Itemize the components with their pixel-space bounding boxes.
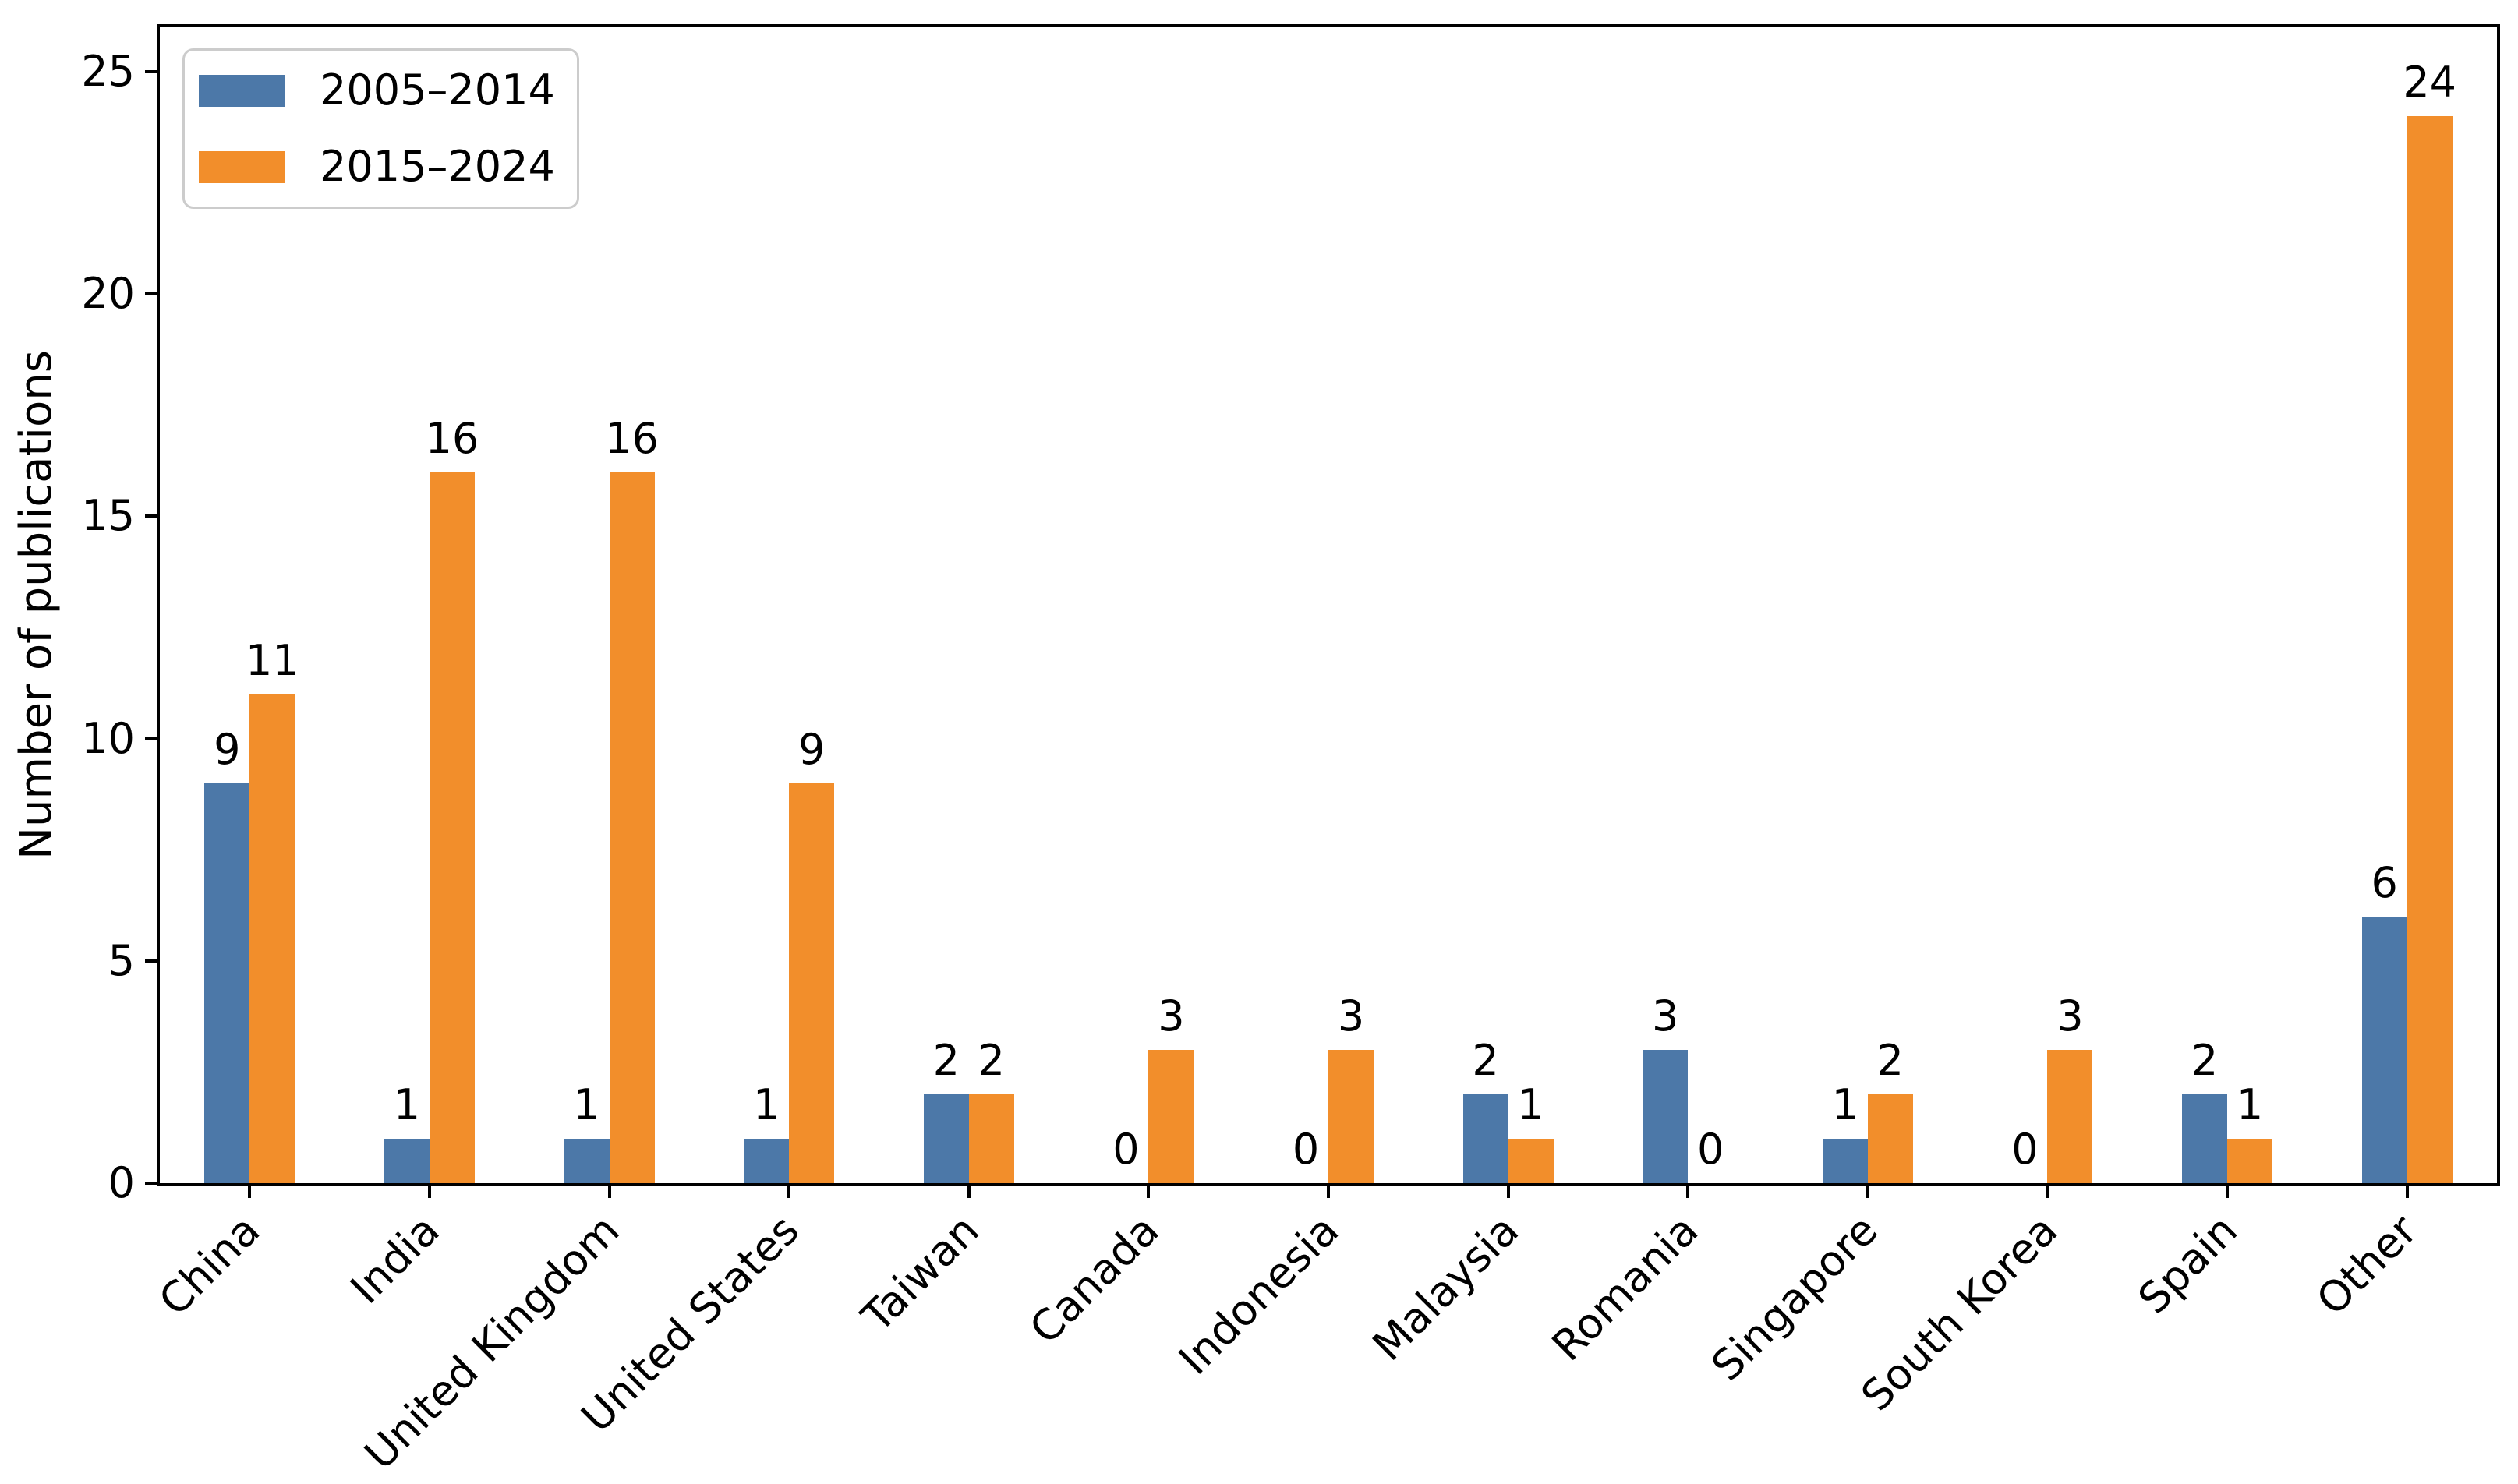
y-tick-label: 25 <box>81 47 135 97</box>
bar-value-label: 2 <box>2191 1036 2219 1086</box>
bar-2005–2014-China <box>204 783 250 1183</box>
legend-swatch-2005-2014 <box>199 74 285 107</box>
bar-2015–2024-India <box>429 472 475 1183</box>
x-tick-mark <box>1147 1186 1151 1198</box>
y-tick-label: 10 <box>81 713 135 763</box>
bar-value-label: 0 <box>1112 1125 1140 1175</box>
bar-2005–2014-Malaysia <box>1462 1094 1508 1183</box>
bar-value-label: 1 <box>752 1080 780 1130</box>
x-tick-mark <box>2405 1186 2409 1198</box>
bar-value-label: 6 <box>2371 858 2398 908</box>
y-tick-mark <box>145 70 157 74</box>
bar-value-label: 2 <box>932 1036 960 1086</box>
bar-value-label: 16 <box>425 413 479 463</box>
bar-2005–2014-United States <box>744 1138 790 1183</box>
bar-2005–2014-Taiwan <box>923 1094 969 1183</box>
y-tick-label: 15 <box>81 491 135 541</box>
x-tick-label: China <box>149 1205 270 1326</box>
y-tick-mark <box>145 292 157 296</box>
x-tick-label: Canada <box>1020 1205 1169 1354</box>
bar-value-label: 2 <box>1876 1036 1904 1086</box>
legend-label: 2015–2024 <box>320 142 555 191</box>
bar-2015–2024-Singapore <box>1867 1094 1913 1183</box>
bar-2015–2024-Indonesia <box>1328 1049 1374 1183</box>
y-tick-mark <box>145 737 157 740</box>
bar-2015–2024-Spain <box>2227 1138 2273 1183</box>
x-tick-mark <box>1327 1186 1330 1198</box>
bar-2005–2014-Singapore <box>1822 1138 1868 1183</box>
x-tick-mark <box>2046 1186 2049 1198</box>
x-tick-mark <box>607 1186 611 1198</box>
bar-value-label: 3 <box>1652 991 1679 1041</box>
x-tick-label: Romania <box>1542 1205 1708 1371</box>
bar-2015–2024-United Kingdom <box>609 472 655 1183</box>
x-tick-label: Taiwan <box>852 1205 988 1341</box>
bar-2015–2024-Malaysia <box>1508 1138 1554 1183</box>
bar-value-label: 1 <box>573 1080 600 1130</box>
bar-value-label: 1 <box>1831 1080 1859 1130</box>
bar-value-label: 0 <box>1697 1125 1724 1175</box>
x-tick-mark <box>1866 1186 1869 1198</box>
y-tick-label: 5 <box>108 935 135 985</box>
bar-value-label: 3 <box>1337 991 1365 1041</box>
bar-value-label: 9 <box>214 724 241 774</box>
x-tick-mark <box>1686 1186 1690 1198</box>
bar-value-label: 1 <box>393 1080 421 1130</box>
bar-2005–2014-India <box>384 1138 430 1183</box>
y-tick-mark <box>145 514 157 518</box>
bar-2015–2024-China <box>249 694 295 1183</box>
bar-value-label: 11 <box>245 635 299 685</box>
legend: 2005–2014 2015–2024 <box>182 48 579 209</box>
legend-label: 2005–2014 <box>320 65 555 115</box>
x-tick-label: Spain <box>2128 1205 2247 1323</box>
bar-value-label: 0 <box>2011 1125 2039 1175</box>
legend-item: 2015–2024 <box>199 146 555 188</box>
bar-value-label: 0 <box>1292 1125 1320 1175</box>
bar-value-label: 24 <box>2403 58 2457 108</box>
x-tick-label: Other <box>2307 1205 2427 1325</box>
legend-swatch-2015-2024 <box>199 150 285 183</box>
bar-value-label: 16 <box>605 413 659 463</box>
plot-area: 9 11 1 16 1 16 1 9 2 2 0 3 0 3 2 1 3 0 1 2 0 3 2 1 6 24 0 5 10 15 20 2… <box>81 24 2500 1479</box>
bar-2015–2024-South Korea <box>2047 1049 2093 1183</box>
bar-2015–2024-Canada <box>1148 1049 1194 1183</box>
x-tick-label: Singapore <box>1702 1205 1887 1390</box>
bar-value-label: 2 <box>978 1036 1005 1086</box>
y-tick-mark <box>145 1182 157 1185</box>
x-tick-label: India <box>341 1205 450 1313</box>
bar-2005–2014-Romania <box>1643 1049 1689 1183</box>
x-tick-mark <box>967 1186 971 1198</box>
y-tick-label: 0 <box>108 1158 135 1207</box>
y-axis-title: Number of publications <box>11 350 62 860</box>
bar-value-label: 1 <box>2236 1080 2264 1130</box>
bar-2005–2014-United Kingdom <box>564 1138 610 1183</box>
bar-value-label: 2 <box>1472 1036 1499 1086</box>
y-tick-label: 20 <box>81 269 135 319</box>
x-tick-label: Indonesia <box>1169 1205 1349 1384</box>
bar-2005–2014-Other <box>2361 916 2407 1183</box>
bar-value-label: 3 <box>2056 991 2084 1041</box>
legend-item: 2005–2014 <box>199 69 555 111</box>
x-tick-mark <box>2226 1186 2230 1198</box>
x-tick-mark <box>1506 1186 1510 1198</box>
bar-2015–2024-Taiwan <box>968 1094 1014 1183</box>
x-tick-mark <box>427 1186 431 1198</box>
y-tick-mark <box>145 959 157 963</box>
bar-value-label: 1 <box>1517 1080 1544 1130</box>
bar-value-label: 9 <box>797 724 826 774</box>
x-tick-mark <box>248 1186 252 1198</box>
x-tick-label: Malaysia <box>1363 1205 1528 1370</box>
bar-value-label: 3 <box>1158 991 1185 1041</box>
bar-2005–2014-Spain <box>2182 1094 2228 1183</box>
x-tick-mark <box>787 1186 791 1198</box>
bar-2015–2024-United States <box>789 783 835 1183</box>
bar-2015–2024-Other <box>2407 116 2453 1183</box>
